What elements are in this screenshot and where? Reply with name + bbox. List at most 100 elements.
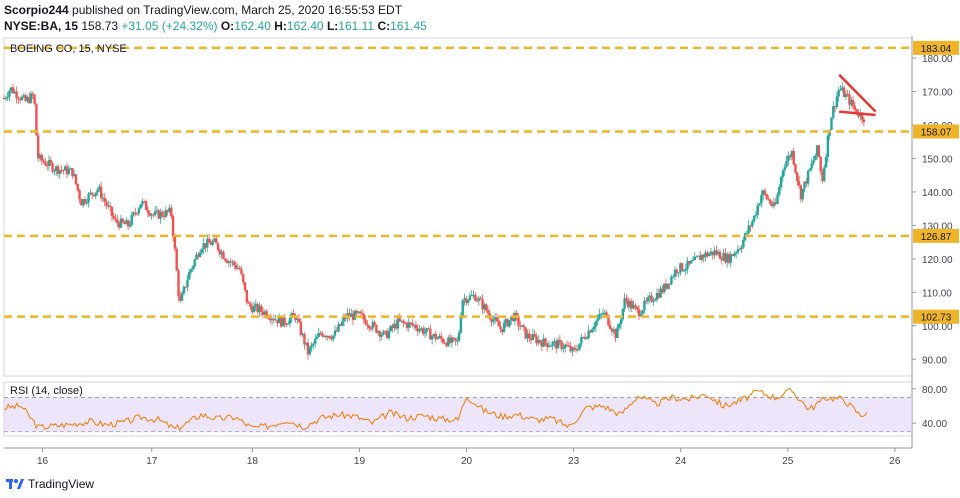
tradingview-logo-icon[interactable] [6, 477, 24, 491]
candle-body-up [653, 299, 657, 301]
price-tick-label: 150.00 [922, 154, 953, 165]
candle-body-down [135, 213, 139, 215]
candle-body-down [454, 338, 457, 341]
candle-body-up [689, 260, 693, 264]
candle-body-up [20, 96, 24, 101]
rsi-tick-label: 40.00 [922, 419, 947, 430]
candle-body-up [733, 253, 736, 256]
candle-body-down [238, 267, 241, 270]
candle-body-down [394, 323, 398, 329]
chart-area[interactable]: 90.00 100.00 110.00 120.00 130.00 140.00 150.0… [0, 36, 960, 467]
candle-body-down [360, 313, 364, 315]
candle-body-down [479, 298, 482, 300]
high-label: H: [274, 19, 287, 33]
candle-body-down [429, 328, 432, 340]
candle-body-up [89, 192, 92, 194]
candle-body-down [116, 219, 119, 224]
candle-body-down [40, 154, 43, 161]
candle-body-up [101, 197, 105, 199]
candle-body-up [808, 168, 812, 171]
candle-body-up [830, 117, 833, 130]
candle-body-down [484, 304, 488, 311]
candle-body-down [171, 216, 175, 237]
candle-body-up [357, 311, 360, 313]
candle-body-up [670, 276, 673, 285]
candle-body-up [310, 345, 313, 348]
rsi-tick-label: 80.00 [922, 385, 947, 396]
candle-body-up [841, 87, 844, 90]
candle-body-down [443, 342, 446, 344]
candle-body-up [189, 269, 193, 272]
candle-body-up [639, 314, 642, 317]
candle-body-down [177, 270, 180, 297]
candle-body-up [337, 324, 340, 332]
candle-body-down [218, 250, 222, 255]
candle-body-down [385, 330, 389, 339]
candle-body-down [711, 251, 714, 256]
candle-body-up [787, 155, 790, 161]
candle-body-up [447, 337, 450, 347]
candle-body-up [814, 155, 817, 161]
price-chart-svg[interactable]: 90.00 100.00 110.00 120.00 130.00 140.00 150.0… [0, 36, 960, 467]
candle-body-down [528, 333, 531, 339]
candle-body-up [700, 254, 704, 260]
candle-body-up [81, 199, 85, 206]
candle-body-down [27, 97, 31, 103]
candle-body-down [558, 339, 562, 342]
candle-body-down [71, 168, 74, 177]
candle-body-up [72, 174, 76, 177]
candle-body-up [643, 300, 646, 311]
candle-body-up [747, 225, 750, 234]
candle-body-up [22, 95, 25, 97]
candle-body-up [159, 211, 162, 219]
candle-body-up [492, 319, 495, 322]
price-tick-label: 90.00 [922, 355, 947, 366]
price-tick-label: 110.00 [922, 288, 952, 299]
author-name[interactable]: Scorpio244 [4, 3, 69, 17]
candle-body-down [792, 151, 795, 165]
candle-body-down [855, 109, 858, 115]
candle-body-up [423, 331, 427, 334]
candle-body-down [319, 332, 322, 334]
candle-body-down [276, 319, 279, 324]
candle-body-down [544, 338, 547, 344]
price-level-label: 102.73 [921, 313, 952, 324]
candle-body-up [832, 106, 835, 118]
publish-text: published on TradingView.com, March 25, … [72, 3, 403, 17]
candle-body-down [609, 325, 612, 329]
candle-body-down [108, 205, 112, 207]
candle-body-down [143, 201, 146, 203]
candle-body-up [389, 325, 392, 332]
candle-body-up [679, 263, 682, 273]
candle-body-down [414, 324, 418, 329]
candle-body-down [567, 345, 571, 347]
candle-body-down [688, 261, 691, 264]
candle-body-up [195, 254, 198, 260]
candle-body-up [725, 254, 729, 263]
candle-body-up [592, 326, 596, 330]
candle-body-up [407, 322, 410, 328]
low-label: L: [326, 19, 339, 33]
candle-body-down [126, 220, 130, 227]
candle-body-up [761, 190, 765, 196]
candle-body-down [103, 197, 106, 202]
candle-body-up [202, 243, 205, 250]
candle-body-down [328, 335, 331, 338]
candle-body-up [752, 215, 756, 222]
tradingview-brand[interactable]: TradingView [28, 477, 95, 491]
candle-body-down [321, 333, 324, 337]
candle-body-up [537, 339, 540, 344]
time-tick-label: 19 [354, 456, 366, 466]
candle-body-down [179, 296, 182, 301]
candle-body-up [47, 160, 51, 167]
candle-body-down [441, 338, 445, 343]
candle-body-up [756, 205, 759, 215]
candle-body-down [92, 194, 96, 197]
high-value: 162.40 [286, 19, 324, 33]
candle-body-up [810, 163, 813, 169]
candle-body-up [164, 210, 168, 217]
candle-body-up [686, 261, 689, 269]
symbol-label[interactable]: NYSE:BA, 15 [4, 19, 79, 33]
candle-body-up [697, 255, 700, 257]
candle-body-up [4, 97, 7, 99]
